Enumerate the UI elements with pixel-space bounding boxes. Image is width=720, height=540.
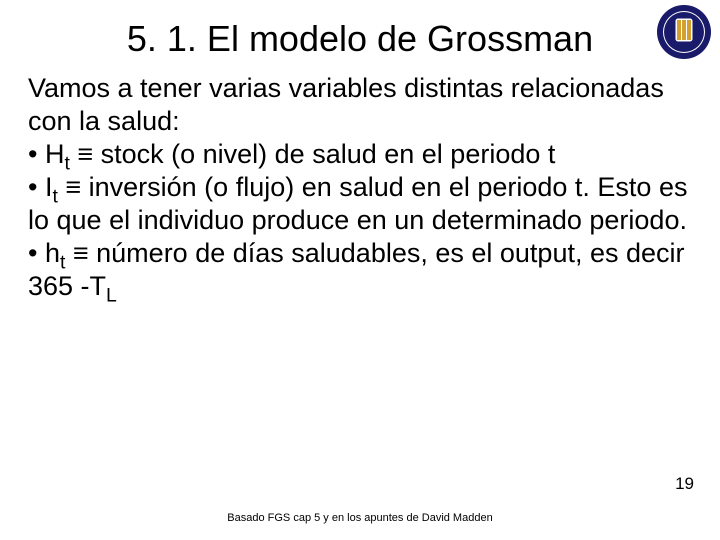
slide-body: Vamos a tener varias variables distintas…: [28, 72, 692, 303]
b1-prefix: • H: [28, 139, 64, 169]
footer-text: Basado FGS cap 5 y en los apuntes de Dav…: [0, 512, 720, 524]
b2-prefix: • I: [28, 172, 52, 202]
b1-rest: ≡ stock (o nivel) de salud en el periodo…: [70, 139, 556, 169]
b3-prefix: • h: [28, 238, 60, 268]
university-logo: [656, 4, 712, 60]
b3-rest: ≡ número de días saludables, es el outpu…: [28, 238, 685, 301]
slide: 5. 1. El modelo de Grossman Vamos a tene…: [0, 0, 720, 540]
b2-rest: ≡ inversión (o flujo) en salud en el per…: [28, 172, 687, 235]
bullet-3: • ht ≡ número de días saludables, es el …: [28, 237, 692, 303]
page-number: 19: [675, 474, 694, 494]
slide-title: 5. 1. El modelo de Grossman: [28, 18, 692, 60]
bullet-1: • Ht ≡ stock (o nivel) de salud en el pe…: [28, 138, 692, 171]
intro-text: Vamos a tener varias variables distintas…: [28, 72, 692, 138]
b3-sub2: L: [106, 284, 117, 306]
bullet-2: • It ≡ inversión (o flujo) en salud en e…: [28, 171, 692, 237]
